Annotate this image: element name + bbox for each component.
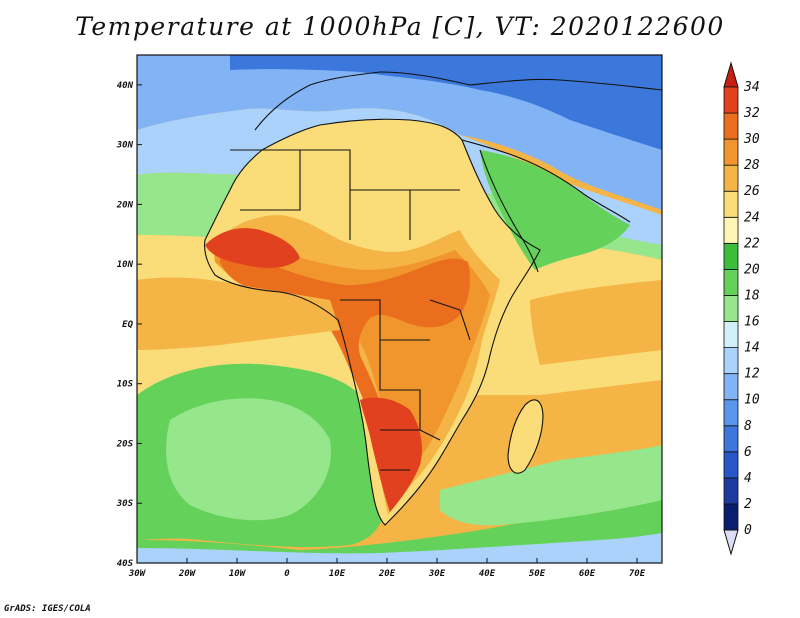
madagascar — [508, 399, 543, 474]
y-tick-label: 20N — [116, 200, 134, 210]
colorbar-swatch — [723, 451, 739, 479]
chart-title: Temperature at 1000hPa [C], VT: 20201226… — [75, 12, 725, 41]
x-tick-label: 30W — [128, 569, 147, 579]
colorbar-label: 30 — [743, 132, 760, 147]
y-tick-label: 20S — [116, 439, 134, 449]
colorbar-label: 24 — [744, 210, 760, 225]
colorbar-label: 0 — [744, 523, 752, 538]
colorbar-swatch — [723, 86, 739, 114]
colorbar-swatch — [723, 321, 739, 348]
y-tick-label: 10N — [117, 260, 134, 270]
sahel-hot-west — [205, 228, 300, 268]
colorbar-swatch — [723, 164, 739, 192]
colorbar-label: 26 — [744, 184, 760, 199]
colorbar-high-triangle — [723, 61, 739, 88]
colorbar-swatch — [723, 190, 739, 218]
x-tick-label: 10E — [329, 569, 346, 579]
colorbar-swatch — [723, 112, 739, 140]
y-tick-label: 40S — [117, 559, 134, 569]
x-tick-label: 70E — [629, 569, 646, 579]
colorbar-label: 28 — [744, 158, 760, 173]
colorbar-swatch — [723, 216, 739, 244]
colorbar-label: 16 — [744, 315, 760, 330]
north-deep-cold — [230, 55, 662, 150]
x-tick-label: 30E — [428, 569, 446, 579]
colorbar-swatch — [723, 242, 739, 270]
africa-hottest — [220, 253, 470, 480]
x-tick-label: 0 — [284, 569, 290, 579]
colorbar-label: 32 — [743, 106, 760, 121]
colorbar-swatch — [723, 138, 739, 166]
colorbar-label: 4 — [744, 471, 752, 486]
map-plot-area — [137, 55, 662, 563]
x-tick-label: 60E — [579, 569, 596, 579]
colorbar-label: 22 — [744, 236, 760, 251]
colorbar-swatch — [723, 269, 739, 296]
gulf-guinea-warm — [137, 277, 340, 350]
indian-ocean-warm — [530, 280, 662, 365]
colorbar-label: 6 — [744, 445, 752, 460]
colorbar-label: 20 — [744, 262, 760, 277]
colorbar-swatch — [723, 477, 739, 505]
x-tick-label: 20W — [178, 569, 197, 579]
x-tick-label: 10W — [229, 569, 247, 579]
south-atlantic-light — [166, 398, 331, 521]
colorbar-label: 18 — [744, 288, 760, 303]
arabia-green — [480, 150, 630, 270]
indian-ocean-green — [440, 445, 662, 526]
colorbar-label: 8 — [744, 419, 752, 434]
colorbar-swatch — [723, 295, 739, 322]
y-tick-label: 30N — [116, 141, 134, 151]
colorbar-swatch — [723, 425, 739, 453]
colorbar-swatch — [723, 373, 739, 401]
coastline-outlines — [204, 71, 662, 526]
x-axis: 30W 20W 10W 0 10E 20E 30E 40E 50E 60E 70E — [128, 558, 646, 579]
footer-credit: GrADS: IGES/COLA — [4, 604, 91, 614]
x-tick-label: 20E — [378, 569, 396, 579]
colorbar-swatch — [723, 399, 739, 427]
colorbar-label: 34 — [743, 80, 760, 95]
colorbar-swatch — [723, 503, 739, 531]
x-tick-label: 40E — [479, 569, 496, 579]
y-tick-label: 10S — [117, 380, 134, 390]
southern-africa-hot — [360, 397, 422, 512]
colorbar-label: 2 — [744, 497, 752, 512]
y-tick-label: EQ — [122, 320, 133, 330]
southern-ocean-blue — [137, 533, 662, 563]
y-axis: 40N 30N 20N 10N EQ 10S 20S 30S 40S — [116, 81, 142, 569]
y-tick-label: 40N — [117, 81, 134, 91]
colorbar-label: 14 — [744, 341, 760, 356]
y-tick-label: 30S — [116, 499, 134, 509]
colorbar-label: 10 — [744, 393, 760, 408]
x-tick-label: 50E — [529, 569, 546, 579]
colorbar-swatch — [723, 347, 739, 375]
colorbar-label: 12 — [744, 367, 760, 382]
plot-frame — [136, 54, 663, 564]
colorbar-low-triangle — [723, 529, 739, 556]
